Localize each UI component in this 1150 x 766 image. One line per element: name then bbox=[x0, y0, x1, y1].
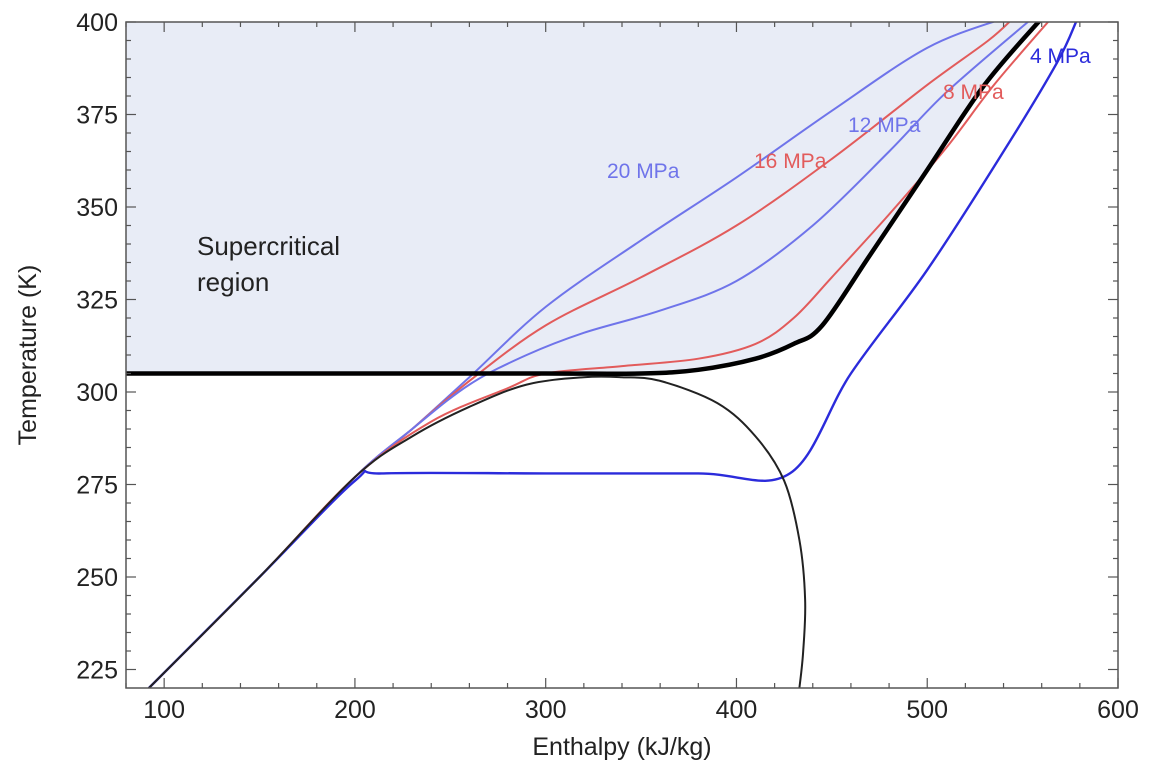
y-tick-label: 225 bbox=[76, 657, 118, 685]
supercritical-boundary-line bbox=[126, 22, 1042, 377]
y-tick-label: 325 bbox=[76, 287, 118, 315]
region-label-line1: Supercritical bbox=[197, 231, 340, 261]
x-tick-label: 400 bbox=[716, 696, 758, 724]
x-tick-label: 100 bbox=[143, 696, 185, 724]
y-tick-label: 375 bbox=[76, 102, 118, 130]
saturation-dome-line bbox=[148, 375, 807, 688]
y-tick-label: 250 bbox=[76, 564, 118, 592]
series-label-16mpa: 16 MPa bbox=[754, 150, 827, 173]
y-tick-label: 350 bbox=[76, 194, 118, 222]
x-tick-label: 600 bbox=[1097, 696, 1139, 724]
series-label-20mpa: 20 MPa bbox=[607, 160, 680, 183]
y-tick-label: 300 bbox=[76, 379, 118, 407]
series-label-12mpa: 12 MPa bbox=[848, 114, 921, 137]
series-label-8mpa: 8 MPa bbox=[943, 81, 1004, 104]
x-tick-label: 200 bbox=[334, 696, 376, 724]
x-tick-label: 500 bbox=[906, 696, 948, 724]
supercritical-shaded-region bbox=[126, 22, 1039, 374]
y-axis-title: Temperature (K) bbox=[14, 265, 42, 446]
series-line-4mpa bbox=[148, 22, 1078, 688]
axis-ticks: 100 200 300 400 500 600 225 250 275 300 325 350 375 4… bbox=[76, 9, 1139, 724]
series-label-4mpa: 4 MPa bbox=[1030, 45, 1091, 68]
plot-area bbox=[126, 22, 1078, 688]
y-tick-label: 275 bbox=[76, 472, 118, 500]
region-label-line2: region bbox=[197, 267, 269, 297]
y-tick-label: 400 bbox=[76, 9, 118, 37]
x-tick-label: 300 bbox=[525, 696, 567, 724]
x-axis-title: Enthalpy (kJ/kg) bbox=[532, 733, 711, 761]
